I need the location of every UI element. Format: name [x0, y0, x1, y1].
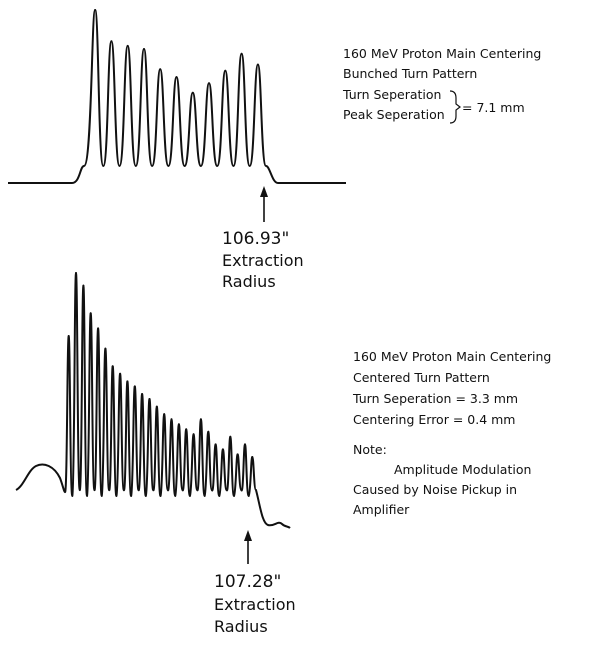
top-peak-9 — [224, 69, 227, 72]
bottom-peak-18 — [192, 433, 195, 436]
top-peak-7 — [191, 91, 194, 94]
bottom-peak-19 — [199, 418, 202, 421]
bottom-note-line-1: Amplitude Modulation — [394, 462, 531, 477]
top-extraction-label-1: Extraction — [222, 251, 304, 270]
top-title: 160 MeV Proton Main Centering — [343, 46, 541, 61]
bottom-note-line-3: Amplifier — [353, 502, 410, 517]
top-peak-separation-label: Peak Seperation — [343, 107, 445, 122]
top-turn-separation-label: Turn Seperation — [342, 87, 441, 102]
bottom-peak-11 — [141, 393, 144, 395]
bottom-peak-24 — [236, 453, 239, 456]
top-peak-1 — [94, 9, 97, 11]
bottom-peak-13 — [155, 405, 158, 408]
bottom-peak-20 — [207, 430, 210, 433]
top-subtitle: Bunched Turn Pattern — [343, 66, 477, 81]
bottom-peak-26 — [251, 456, 254, 458]
bottom-extraction-arrow-head — [244, 530, 252, 541]
top-plot: 106.93" Extraction Radius — [8, 9, 346, 291]
top-peak-4 — [143, 48, 145, 50]
bottom-peak-markers — [67, 272, 254, 458]
bottom-peak-5 — [97, 327, 100, 330]
top-extraction-value: 106.93" — [222, 229, 289, 249]
bottom-peak-10 — [133, 385, 136, 388]
top-peak-5 — [159, 68, 162, 71]
bottom-trace — [15, 272, 291, 529]
bottom-peak-1 — [67, 335, 70, 337]
top-brace — [449, 90, 461, 124]
bottom-note-line-2: Caused by Noise Pickup in — [353, 482, 517, 497]
bottom-peak-15 — [170, 418, 173, 421]
bottom-extraction-label-1: Extraction — [214, 595, 296, 614]
bottom-peak-25 — [244, 443, 246, 446]
bottom-peak-23 — [229, 435, 232, 438]
top-peak-3 — [126, 44, 129, 47]
bottom-centering-error: Centering Error = 0.4 mm — [353, 412, 515, 427]
bottom-peak-17 — [185, 428, 188, 431]
bottom-peak-12 — [148, 398, 151, 400]
top-peak-6 — [175, 76, 178, 79]
top-brace-value: = 7.1 mm — [462, 100, 525, 115]
top-peak-8 — [208, 82, 210, 85]
bottom-peak-14 — [163, 413, 166, 416]
bottom-extraction-value: 107.28" — [214, 572, 281, 592]
bottom-turn-separation: Turn Seperation = 3.3 mm — [352, 391, 518, 406]
bottom-title: 160 MeV Proton Main Centering — [353, 349, 551, 364]
bottom-subtitle: Centered Turn Pattern — [353, 370, 490, 385]
top-trace — [8, 9, 346, 184]
bottom-caption: 160 MeV Proton Main Centering Centered T… — [352, 349, 551, 517]
bottom-peak-22 — [221, 448, 224, 451]
bottom-peak-16 — [177, 423, 180, 426]
bottom-peak-8 — [119, 372, 122, 375]
top-peak-10 — [240, 52, 243, 55]
top-extraction-label-2: Radius — [222, 272, 276, 291]
top-peak-markers — [94, 9, 259, 94]
bottom-peak-21 — [214, 443, 217, 446]
bottom-peak-6 — [104, 347, 107, 350]
bottom-note-heading: Note: — [353, 442, 387, 457]
top-caption: 160 MeV Proton Main Centering Bunched Tu… — [342, 46, 541, 124]
bottom-plot: 107.28" Extraction Radius — [15, 272, 296, 636]
bottom-peak-9 — [126, 380, 129, 383]
bottom-peak-2 — [75, 272, 77, 274]
bottom-peak-4 — [89, 312, 92, 315]
top-extraction-arrow-head — [260, 186, 268, 197]
bottom-peak-7 — [111, 365, 114, 368]
top-peak-11 — [256, 63, 259, 66]
bottom-extraction-label-2: Radius — [214, 617, 268, 636]
bottom-peak-3 — [82, 284, 85, 287]
top-peak-2 — [110, 40, 113, 43]
